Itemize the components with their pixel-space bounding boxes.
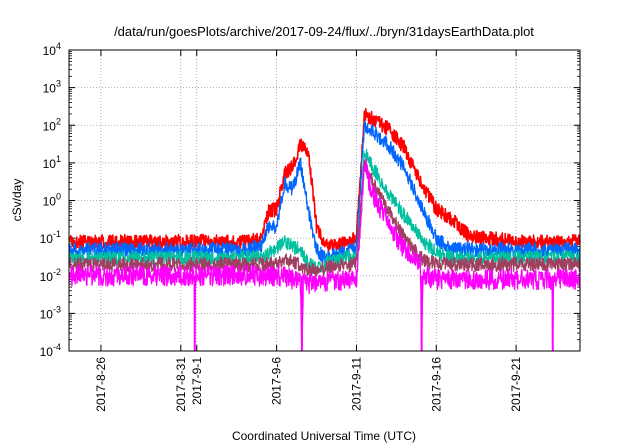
x-tick-label: 2017-8-31	[174, 357, 188, 412]
x-tick-label: 2017-9-6	[270, 357, 284, 405]
series-line	[68, 159, 581, 277]
y-tick-label: 102	[43, 116, 61, 133]
y-tick-labels: 10-4 10-3 10-2 10-1 100 101 102 103 104	[40, 41, 61, 359]
x-tick-label: 2017-8-26	[94, 357, 108, 412]
x-tick-label: 2017-9-16	[429, 357, 443, 412]
y-tick-label: 100	[43, 192, 61, 209]
x-axis-label: Coordinated Universal Time (UTC)	[232, 429, 416, 443]
grid	[69, 49, 580, 352]
chart-title: /data/run/goesPlots/archive/2017-09-24/f…	[114, 24, 534, 39]
y-tick-label: 101	[43, 154, 61, 171]
plot-series	[68, 107, 581, 352]
x-tick-label: 2017-9-11	[349, 357, 363, 411]
series-line	[68, 107, 581, 253]
y-tick-label: 10-2	[40, 267, 61, 284]
plot-frame	[68, 49, 581, 352]
y-tick-label: 103	[43, 79, 61, 96]
x-tick-label: 2017-9-21	[509, 357, 523, 412]
series-line	[68, 158, 581, 352]
x-tick-label: 2017-9-1	[190, 357, 204, 405]
y-tick-label: 10-3	[40, 304, 61, 321]
y-tick-label: 10-4	[40, 342, 61, 359]
y-tick-label: 10-1	[40, 229, 61, 246]
y-tick-label: 104	[43, 41, 61, 58]
y-axis-label: cSv/day	[10, 179, 24, 222]
x-tick-labels: 2017-8-26 2017-8-31 2017-9-1 2017-9-6 2017-9…	[94, 357, 523, 412]
